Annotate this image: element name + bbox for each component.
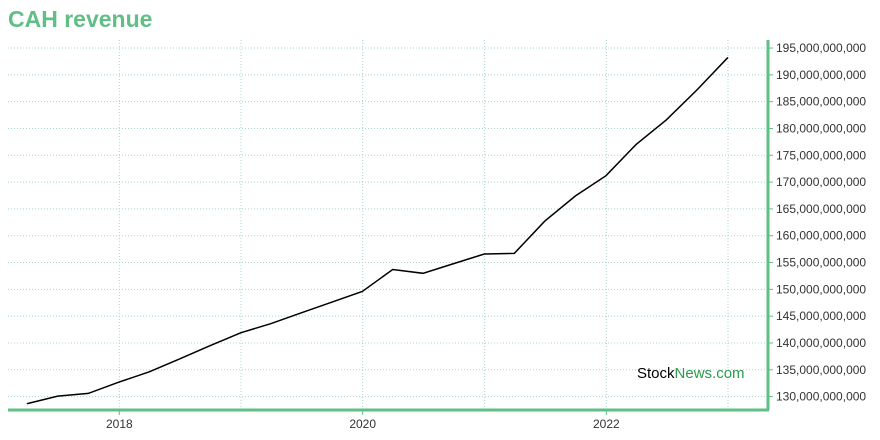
y-tick-label: 155,000,000,000 [776,256,866,270]
y-tick-label: 185,000,000,000 [776,95,866,109]
data-point [483,253,485,255]
data-point [87,392,89,394]
data-point [57,395,59,397]
data-point [544,220,546,222]
data-point [392,268,394,271]
y-tick-label: 175,000,000,000 [776,148,866,162]
y-tick-label: 130,000,000,000 [776,390,866,404]
y-axis-ticks: 130,000,000,000 135,000,000,000 140,000,00… [768,41,866,404]
data-point [605,175,607,177]
data-point [270,323,272,325]
data-point [26,402,28,405]
data-point [635,143,637,146]
stocknews-watermark: StockNews.com [637,365,745,382]
y-tick-label: 145,000,000,000 [776,309,866,323]
y-tick-label: 140,000,000,000 [776,336,866,350]
data-point [574,195,576,197]
x-axis-ticks: 2018 2020 2022 [106,410,620,431]
data-point [727,57,729,59]
y-tick-label: 135,000,000,000 [776,363,866,377]
data-point [422,272,424,274]
data-point [240,332,242,334]
y-tick-label: 165,000,000,000 [776,202,866,216]
data-point [209,345,211,347]
data-point [300,312,302,314]
data-point [331,301,333,303]
y-tick-label: 160,000,000,000 [776,229,866,243]
y-tick-label: 150,000,000,000 [776,282,866,296]
axes [8,40,770,412]
y-tick-label: 180,000,000,000 [776,121,866,135]
x-tick-label: 2018 [106,417,133,431]
data-point [453,263,455,265]
series-line [27,57,729,405]
x-tick-label: 2022 [593,417,620,431]
data-point [696,89,698,91]
series-layer [26,57,729,405]
chart-title: CAH revenue [8,6,153,32]
x-tick-label: 2020 [349,417,376,431]
y-tick-label: 195,000,000,000 [776,41,866,55]
data-point [665,119,667,121]
data-point [118,381,120,383]
y-tick-label: 190,000,000,000 [776,68,866,82]
grid-lines [8,40,768,410]
data-point [148,371,150,373]
data-point [361,290,363,293]
data-point [178,358,180,360]
y-tick-label: 170,000,000,000 [776,175,866,189]
data-point [513,252,515,255]
